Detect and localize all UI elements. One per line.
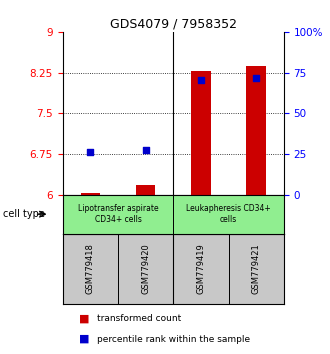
Bar: [191, 72, 211, 195]
Bar: [63, 234, 118, 304]
Text: GSM779419: GSM779419: [196, 244, 205, 295]
Point: [88, 149, 93, 155]
Text: percentile rank within the sample: percentile rank within the sample: [97, 335, 250, 344]
Text: cell type: cell type: [3, 209, 45, 219]
Text: Lipotransfer aspirate
CD34+ cells: Lipotransfer aspirate CD34+ cells: [78, 205, 158, 224]
Text: GSM779421: GSM779421: [252, 244, 261, 295]
Text: GSM779420: GSM779420: [141, 244, 150, 295]
Bar: [136, 185, 155, 195]
Bar: [173, 195, 284, 234]
Text: Leukapheresis CD34+
cells: Leukapheresis CD34+ cells: [186, 205, 271, 224]
Text: GSM779418: GSM779418: [86, 244, 95, 295]
Bar: [247, 66, 266, 195]
Text: ■: ■: [79, 313, 90, 323]
Bar: [81, 193, 100, 195]
Point: [143, 147, 148, 153]
Bar: [63, 195, 173, 234]
Title: GDS4079 / 7958352: GDS4079 / 7958352: [110, 18, 237, 31]
Text: transformed count: transformed count: [97, 314, 182, 323]
Bar: [228, 234, 284, 304]
Bar: [118, 234, 173, 304]
Text: ■: ■: [79, 334, 90, 344]
Bar: [173, 234, 228, 304]
Point: [253, 75, 259, 81]
Point: [198, 77, 204, 82]
